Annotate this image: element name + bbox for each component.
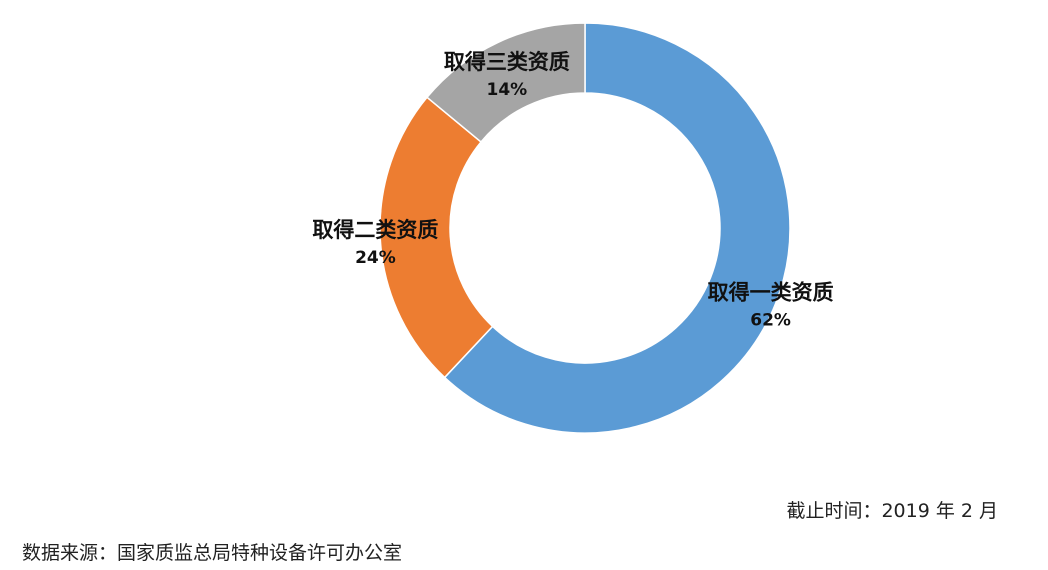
slice-label-1: 取得一类资质 [708, 280, 834, 304]
slice-3 [425, 22, 586, 144]
donut-slices [379, 22, 791, 434]
slice-label-2: 取得二类资质 [312, 218, 438, 242]
slice-1 [443, 22, 791, 434]
slice-value-2: 24% [355, 248, 396, 268]
as-of-date: 截止时间：2019 年 2 月 [786, 500, 998, 522]
slice-label-3: 取得三类资质 [444, 50, 570, 74]
slice-value-3: 14% [487, 80, 528, 100]
data-source: 数据来源：国家质监总局特种设备许可办公室 [22, 542, 403, 564]
slice-labels: 取得一类资质 62% 取得二类资质 24% 取得三类资质 14% [312, 50, 833, 330]
slice-value-1: 62% [750, 310, 791, 330]
